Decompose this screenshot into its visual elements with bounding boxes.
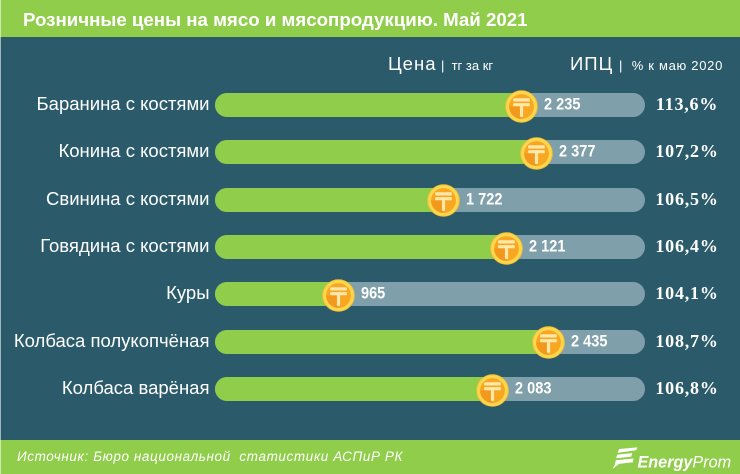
svg-text:EnergyProm: EnergyProm	[637, 453, 731, 471]
